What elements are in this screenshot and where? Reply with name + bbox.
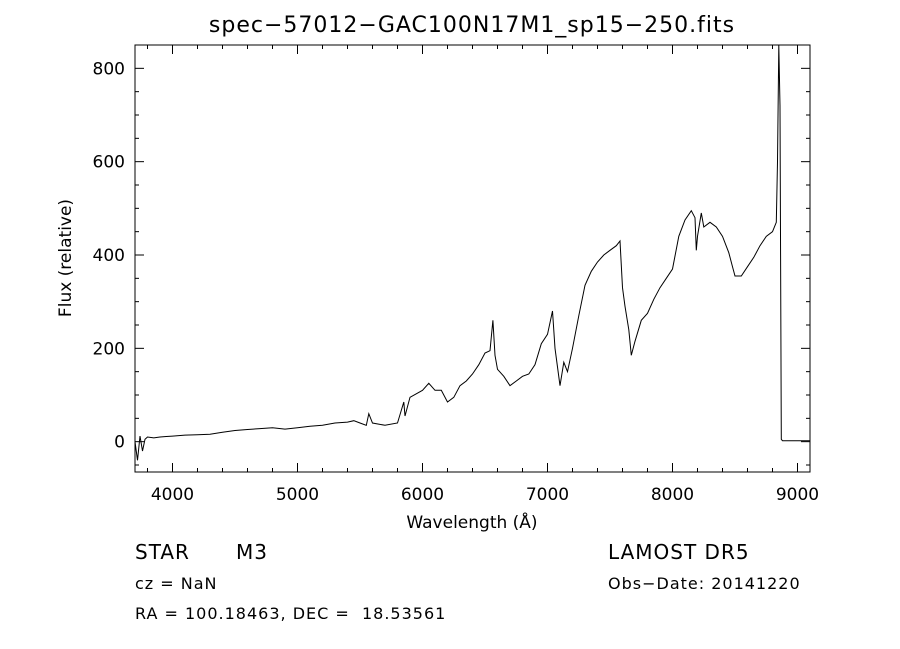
axis-ticks xyxy=(135,44,810,472)
object-type: STAR xyxy=(135,540,190,564)
y-axis-label: Flux (relative) xyxy=(56,199,76,317)
tick-labels: 4000 5000 6000 7000 8000 9000 0 200 400 600 800 xyxy=(93,59,820,505)
x-tick-label: 5000 xyxy=(276,485,319,505)
x-tick-label: 8000 xyxy=(651,485,694,505)
plot-frame xyxy=(134,44,811,473)
spectrum-line xyxy=(134,44,810,461)
x-tick-label: 7000 xyxy=(526,485,569,505)
y-tick-label: 200 xyxy=(93,339,125,359)
object-subclass: M3 xyxy=(236,540,268,564)
redshift-label: cz = NaN xyxy=(135,574,218,593)
x-axis-label: Wavelength (Å) xyxy=(406,511,537,533)
survey-name: LAMOST DR5 xyxy=(608,540,750,564)
x-tick-label: 9000 xyxy=(776,485,819,505)
coordinates-label: RA = 100.18463, DEC = 18.53561 xyxy=(135,604,447,623)
y-tick-label: 600 xyxy=(93,153,125,173)
chart-title: spec−57012−GAC100N17M1_sp15−250.fits xyxy=(209,13,735,38)
x-tick-label: 4000 xyxy=(151,485,194,505)
y-tick-label: 800 xyxy=(93,59,125,79)
y-tick-label: 0 xyxy=(114,433,125,453)
observation-date: Obs−Date: 20141220 xyxy=(608,574,801,593)
x-tick-label: 6000 xyxy=(401,485,444,505)
y-tick-label: 400 xyxy=(93,246,125,266)
